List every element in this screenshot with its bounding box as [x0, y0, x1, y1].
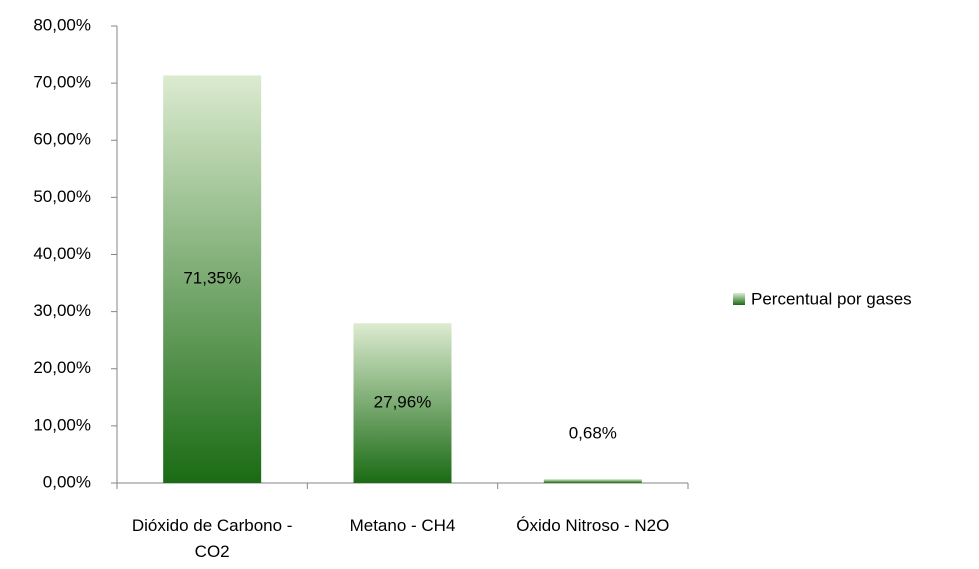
bar — [163, 75, 262, 484]
x-tick-label: Dióxido de Carbono - CO2 — [131, 516, 293, 561]
y-tick-label: 50,00% — [33, 187, 91, 206]
y-tick-label: 10,00% — [33, 415, 91, 434]
y-tick-label: 20,00% — [33, 358, 91, 377]
bar — [353, 323, 452, 483]
data-label: 27,96% — [374, 393, 432, 412]
y-tick-label: 0,00% — [43, 472, 91, 491]
legend-label: Percentual por gases — [751, 289, 912, 308]
x-tick-label: Metano - CH4 — [349, 516, 456, 535]
x-tick-label: Óxido Nitroso - N2O — [516, 516, 670, 535]
y-tick-label: 60,00% — [33, 130, 91, 149]
y-tick-label: 80,00% — [33, 15, 91, 34]
data-label: 71,35% — [183, 269, 241, 288]
y-tick-label: 30,00% — [33, 301, 91, 320]
legend-swatch — [733, 293, 745, 305]
y-tick-label: 70,00% — [33, 73, 91, 92]
data-label: 0,68% — [569, 424, 617, 443]
bar — [543, 479, 642, 483]
y-tick-label: 40,00% — [33, 244, 91, 263]
